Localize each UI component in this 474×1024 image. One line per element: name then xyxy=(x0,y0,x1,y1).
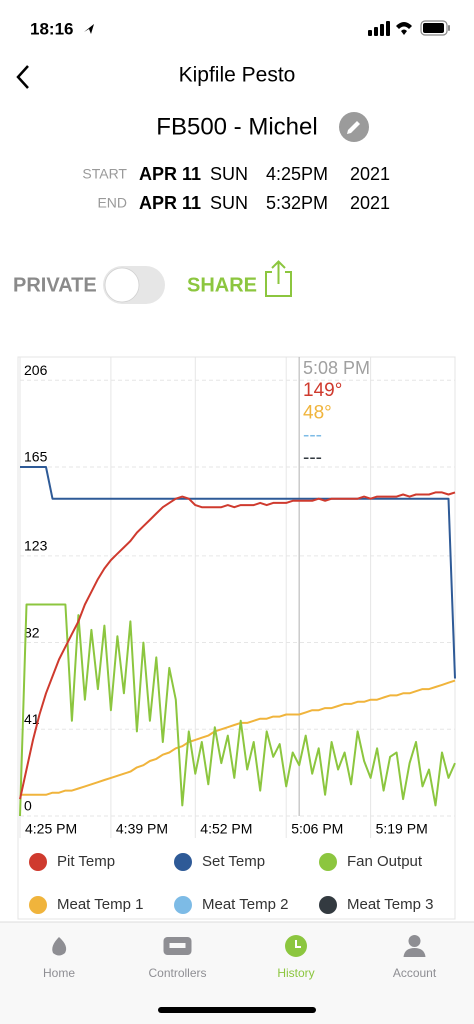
toggle-knob[interactable] xyxy=(104,267,140,303)
tab[interactable]: Home xyxy=(43,937,75,980)
day: SUN xyxy=(210,193,248,213)
legend-swatch xyxy=(319,896,337,914)
tab-icon-detail xyxy=(169,943,186,948)
series-line xyxy=(19,491,456,800)
tooltip-reading: --- xyxy=(303,448,322,469)
tab[interactable]: Account xyxy=(393,935,437,980)
share-label[interactable]: SHARE xyxy=(187,274,257,296)
legend-label: Set Temp xyxy=(202,853,265,870)
share-icon[interactable] xyxy=(265,260,292,297)
date: APR 11 xyxy=(139,193,201,213)
legend-swatch xyxy=(319,853,337,871)
tooltip-reading: 48° xyxy=(303,403,332,424)
tab-label: History xyxy=(277,966,314,980)
session-times: START APR 11 SUN 4:25PM 2021 END APR 11 SUN 5:32… xyxy=(82,164,390,213)
x-tick-label: 5:19 PM xyxy=(376,821,428,837)
legend-swatch xyxy=(174,896,192,914)
legend-label: Meat Temp 3 xyxy=(347,896,433,913)
y-tick-label: 165 xyxy=(24,449,48,465)
tab-icon xyxy=(403,948,426,957)
legend-swatch xyxy=(29,896,47,914)
time: 5:32PM xyxy=(266,193,328,213)
private-label: PRIVATE xyxy=(13,274,97,296)
back-button[interactable] xyxy=(16,65,29,89)
page-title: Kipfile Pesto xyxy=(179,64,296,87)
year: 2021 xyxy=(350,164,390,184)
home-indicator xyxy=(158,1007,316,1013)
x-tick-label: 5:06 PM xyxy=(291,821,343,837)
battery-icon xyxy=(420,20,450,36)
tab-icon xyxy=(52,937,67,956)
tab[interactable]: History xyxy=(277,935,315,980)
tab-label: Controllers xyxy=(148,966,206,980)
day: SUN xyxy=(210,164,248,184)
tab-label: Account xyxy=(393,966,437,980)
series-line xyxy=(20,679,456,796)
tooltip-time: 5:08 PM xyxy=(303,358,370,378)
y-tick-label: 82 xyxy=(24,624,40,640)
status-time: 18:16 xyxy=(30,19,73,38)
chart: 0 41 82 123 165 206 4:25 PM 4:39 PM 4:52 PM 5:06 … xyxy=(19,357,456,914)
x-tick-label: 4:52 PM xyxy=(200,821,252,837)
y-tick-label: 0 xyxy=(24,798,32,814)
time: 4:25PM xyxy=(266,164,328,184)
tabs: Home Controllers History Account xyxy=(43,935,437,980)
series-line xyxy=(20,466,456,679)
tab-label: Home xyxy=(43,966,75,980)
legend-label: Meat Temp 2 xyxy=(202,896,288,913)
x-tick-label: 4:25 PM xyxy=(25,821,77,837)
tab-icon-detail xyxy=(295,940,301,948)
signal-icon xyxy=(368,21,390,36)
location-icon xyxy=(84,24,94,34)
x-tick-label: 4:39 PM xyxy=(116,821,168,837)
tooltip-reading: 149° xyxy=(303,380,342,401)
wifi-icon xyxy=(396,22,412,35)
year: 2021 xyxy=(350,193,390,213)
legend-label: Pit Temp xyxy=(57,853,115,870)
legend-swatch xyxy=(174,853,192,871)
series-line xyxy=(19,603,456,817)
legend-label: Fan Output xyxy=(347,853,423,870)
date: APR 11 xyxy=(139,164,201,184)
y-tick-label: 41 xyxy=(24,711,40,727)
y-tick-label: 123 xyxy=(24,538,48,554)
tab[interactable]: Controllers xyxy=(148,937,207,980)
row-label: END xyxy=(97,195,127,211)
edit-button[interactable] xyxy=(339,112,369,142)
legend-label: Meat Temp 1 xyxy=(57,896,143,913)
legend-swatch xyxy=(29,853,47,871)
tooltip-reading: --- xyxy=(303,425,322,446)
device-name: FB500 - Michel xyxy=(156,113,317,140)
y-tick-label: 206 xyxy=(24,362,48,378)
tab-icon xyxy=(408,935,421,947)
row-label: START xyxy=(82,166,127,182)
